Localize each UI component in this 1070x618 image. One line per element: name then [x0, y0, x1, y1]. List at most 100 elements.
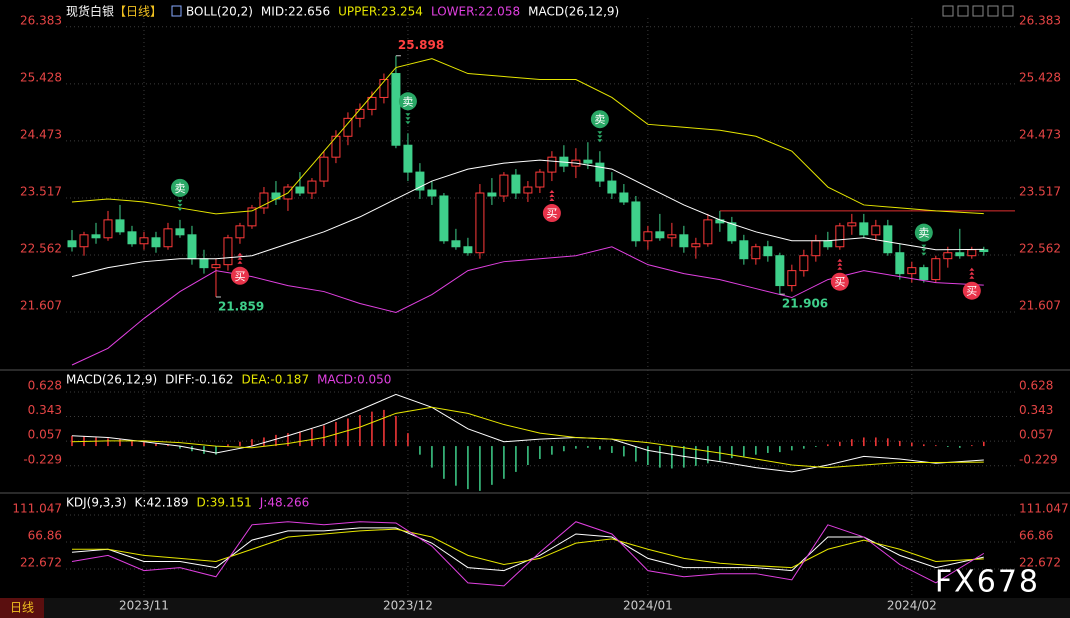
signal-arrow [921, 244, 927, 248]
signal-arrow [969, 267, 975, 271]
candle-body [679, 234, 689, 248]
y-tick-label: 22.562 [20, 241, 62, 255]
y-tick-label-right: 0.343 [1019, 403, 1053, 417]
candle-body [871, 225, 881, 236]
signal-label: 卖 [918, 227, 929, 240]
signal-arrow [177, 203, 183, 207]
candle-body [127, 231, 137, 245]
candle-body [307, 180, 317, 194]
candle-body [295, 186, 305, 194]
candle-body [79, 234, 89, 248]
candle-body [499, 174, 509, 197]
candle-body [967, 249, 977, 257]
period-button-label[interactable]: 日线 [10, 601, 34, 615]
candle-body [955, 252, 965, 257]
toolbar-icon[interactable] [1002, 5, 1014, 17]
y-tick-label-right: 22.562 [1019, 241, 1061, 255]
signal-arrow [405, 113, 411, 117]
candle-body [607, 180, 617, 194]
candle-body [595, 162, 605, 182]
indicator-line [71, 159, 984, 278]
y-tick-label: 0.628 [28, 378, 62, 392]
indicator-icon[interactable] [171, 5, 182, 17]
signal-arrow [837, 258, 843, 262]
signal-badge [398, 92, 417, 111]
y-tick-label-right: 0.628 [1019, 378, 1053, 392]
signal-arrow [597, 131, 603, 135]
legend-entry: D:39.151 [196, 496, 251, 510]
toolbar-icon[interactable] [972, 5, 984, 17]
candle-body [691, 243, 701, 248]
candle-body [187, 234, 197, 260]
legend-entry: LOWER:22.058 [431, 5, 520, 19]
signal-arrow [405, 121, 411, 125]
legend-entry: MACD(26,12,9) [528, 5, 619, 19]
candle-body [163, 228, 173, 248]
y-tick-label: 66.86 [28, 529, 62, 543]
candle-body [847, 222, 857, 227]
candle-body [667, 234, 677, 239]
toolbar-icon[interactable] [942, 5, 954, 17]
candle-body [727, 222, 737, 242]
candle-body [403, 144, 413, 173]
annotation-label: 21.906 [782, 297, 828, 311]
signal-arrow [921, 248, 927, 252]
period-button[interactable] [0, 598, 44, 618]
candle-body [931, 258, 941, 281]
signal-label: 卖 [174, 182, 185, 195]
y-tick-label-right: 22.672 [1019, 556, 1061, 570]
signal-label: 买 [546, 207, 557, 220]
signal-arrow [237, 260, 243, 264]
candle-body [475, 192, 485, 254]
candle-body [151, 237, 161, 248]
legend-entry: DEA:-0.187 [242, 373, 310, 387]
candle-body [331, 135, 341, 158]
x-tick-label: 2023/11 [119, 599, 169, 613]
y-tick-label-right: 66.86 [1019, 529, 1053, 543]
candle-body [139, 237, 149, 245]
instrument-title: 现货白银 [66, 4, 114, 19]
signal-arrow [837, 266, 843, 270]
toolbar-icon[interactable] [957, 5, 969, 17]
y-tick-label-right: 111.047 [1019, 501, 1069, 515]
candle-body [535, 171, 545, 188]
legend-entry: KDJ(9,3,3) [66, 496, 127, 510]
signal-arrow [549, 194, 555, 198]
candle-body [583, 159, 593, 164]
candle-body [619, 192, 629, 203]
candle-body [919, 267, 929, 281]
signal-badge [830, 272, 849, 291]
candle-body [859, 222, 869, 236]
candle-body [487, 192, 497, 197]
candle-body [319, 156, 329, 182]
x-tick-label: 2024/02 [887, 599, 937, 613]
y-tick-label: 111.047 [12, 501, 62, 515]
legend-entry: J:48.266 [259, 496, 310, 510]
candle-body [511, 174, 521, 194]
y-tick-label-right: 21.607 [1019, 299, 1061, 313]
candle-body [259, 192, 269, 209]
y-tick-label-right: 0.057 [1019, 428, 1053, 442]
candle-body [235, 225, 245, 239]
indicator-line [71, 527, 984, 572]
candle-body [463, 246, 473, 254]
signal-label: 卖 [594, 113, 605, 126]
candle-body [943, 252, 953, 260]
candle-body [391, 73, 401, 146]
candle-body [247, 207, 257, 227]
candle-body [979, 249, 989, 253]
signal-arrow [549, 198, 555, 202]
legend-entry: MID:22.656 [261, 5, 330, 19]
x-tick-label: 2024/01 [623, 599, 673, 613]
y-tick-label-right: -0.229 [1019, 452, 1058, 466]
candle-body [823, 240, 833, 248]
annotation-label: 25.898 [398, 38, 444, 52]
y-tick-label-right: 23.517 [1019, 184, 1061, 198]
legend-entry: DIFF:-0.162 [165, 373, 233, 387]
signal-arrow [177, 199, 183, 203]
toolbar-icon[interactable] [987, 5, 999, 17]
candle-body [775, 255, 785, 287]
y-tick-label: 23.517 [20, 184, 62, 198]
